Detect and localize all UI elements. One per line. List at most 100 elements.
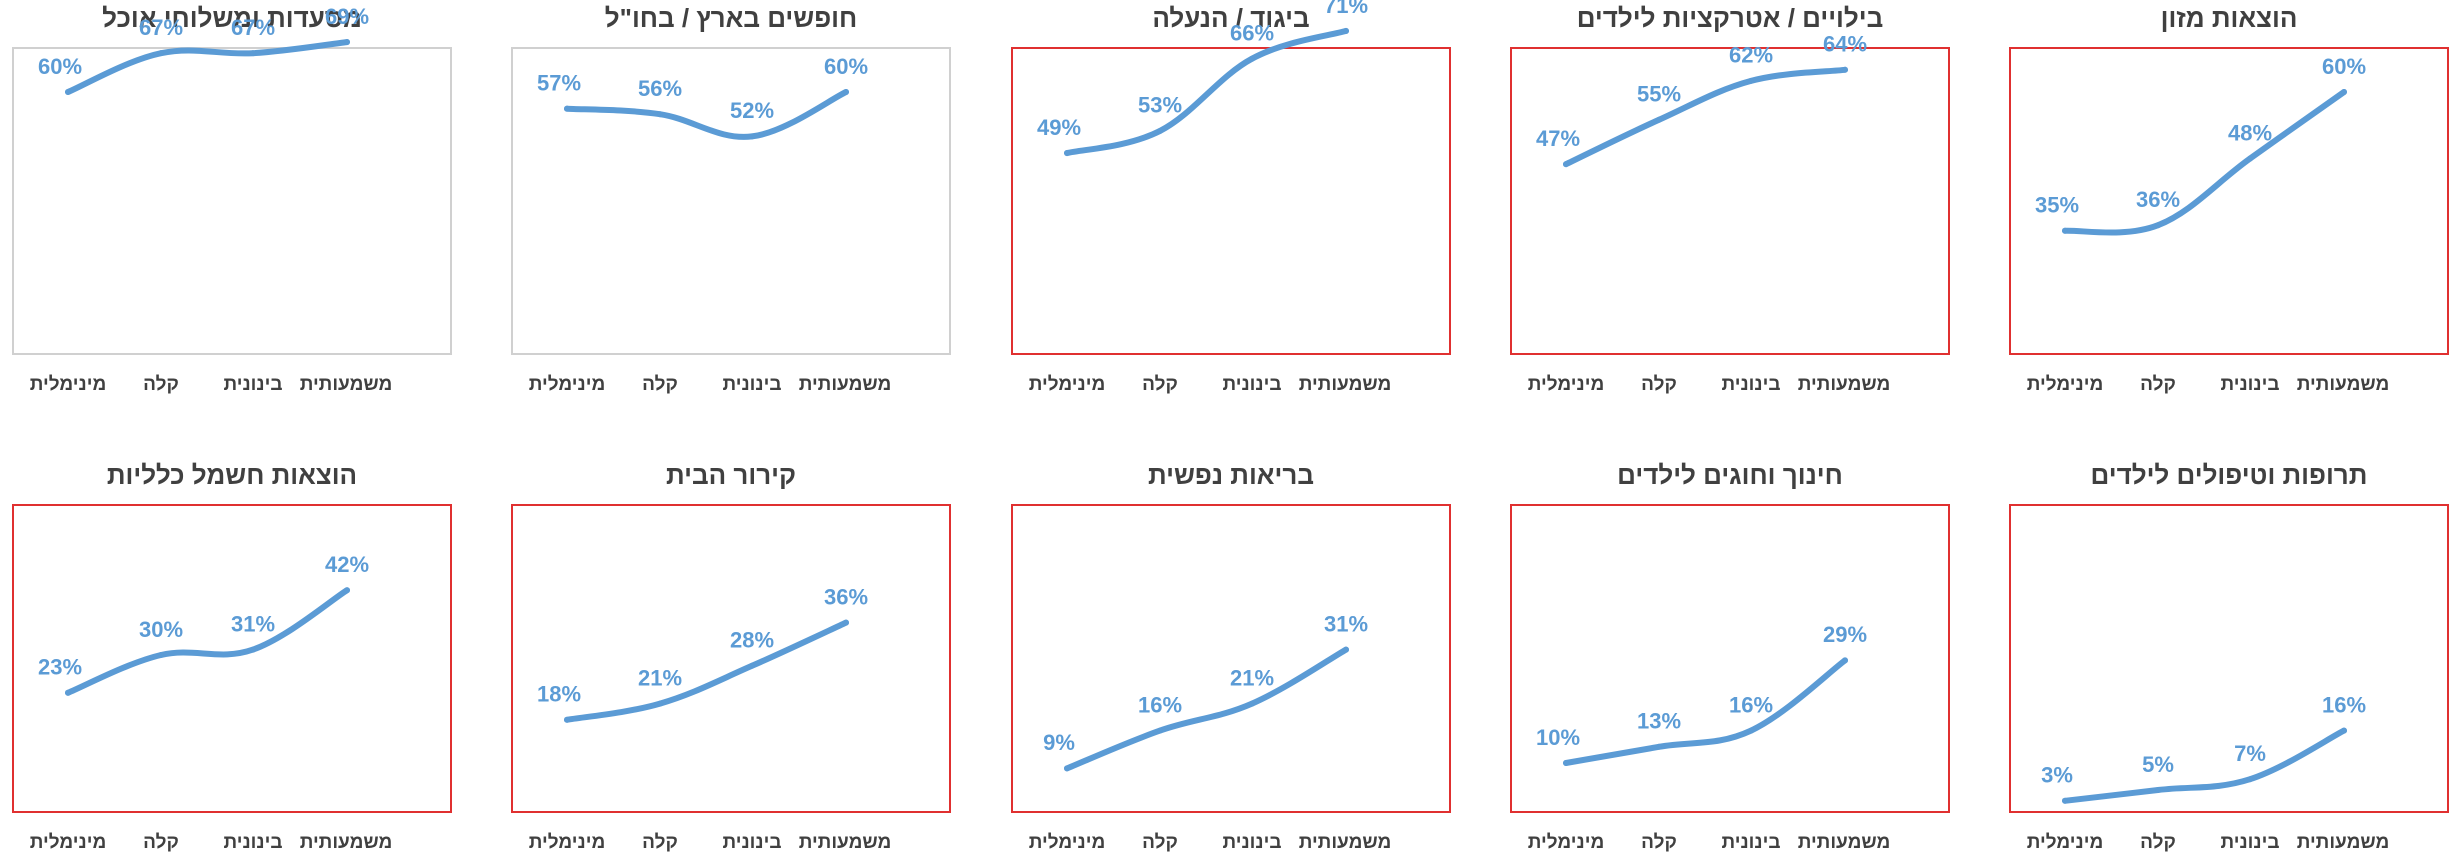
- data-point: [1064, 150, 1070, 157]
- data-label: 21%: [638, 665, 682, 690]
- x-tick-label: משמעותית: [2297, 832, 2390, 853]
- data-point: [843, 619, 849, 626]
- data-label: 30%: [139, 617, 183, 642]
- data-label: 10%: [1536, 725, 1580, 750]
- data-label: 53%: [1138, 93, 1182, 118]
- chart-panel: הוצאות חשמל כלליות 23% 30% 31% 42% מינימלית קל…: [12, 460, 452, 853]
- chart-title: מסעדות ומשלוחי אוכל: [102, 3, 362, 33]
- data-point: [1249, 55, 1255, 62]
- chart-title: קירור הבית: [666, 460, 796, 490]
- x-tick-label: בינונית: [1721, 374, 1780, 395]
- chart-title: חופשים בארץ / בחו"ל: [605, 3, 857, 33]
- panel-frame: [12, 47, 452, 355]
- data-label: 52%: [730, 98, 774, 123]
- data-point: [1563, 760, 1569, 766]
- series-line: [564, 89, 849, 140]
- x-tick-label: משמעותית: [2297, 374, 2390, 395]
- data-point: [250, 50, 256, 57]
- highlighted-panel-frame: [1011, 47, 1451, 355]
- data-point: [2341, 89, 2347, 95]
- data-point: [1748, 77, 1754, 84]
- data-label: 55%: [1637, 82, 1681, 107]
- data-label: 16%: [1138, 692, 1182, 717]
- data-label: 71%: [1324, 0, 1368, 18]
- data-point: [1842, 657, 1848, 664]
- chart-panel: בריאות נפשית 9% 16% 21% 31% מינימלית קלה בינוני…: [1011, 460, 1451, 853]
- data-label: 62%: [1729, 43, 1773, 68]
- x-tick-label: מינימלית: [1029, 832, 1106, 853]
- series-line: [1064, 646, 1349, 772]
- data-label: 56%: [638, 76, 682, 101]
- data-label: 23%: [38, 655, 82, 680]
- data-label: 29%: [1823, 622, 1867, 647]
- data-point: [1343, 27, 1349, 34]
- chart-panel: הוצאות מזון 35% 36% 48% 60% מינימלית קלה בינוני…: [2009, 3, 2449, 395]
- x-tick-label: קלה: [143, 374, 179, 395]
- x-tick-label: מינימלית: [2027, 832, 2104, 853]
- data-label: 48%: [2228, 120, 2272, 145]
- data-label: 60%: [38, 54, 82, 79]
- data-point: [1656, 116, 1662, 123]
- x-tick-label: מינימלית: [2027, 374, 2104, 395]
- x-tick-label: קלה: [143, 832, 179, 853]
- data-point: [158, 652, 164, 658]
- x-tick-label: משמעותית: [1798, 832, 1891, 853]
- data-label: 35%: [2035, 193, 2079, 218]
- data-label: 66%: [1230, 21, 1274, 46]
- series-line: [1563, 66, 1848, 168]
- data-point: [657, 111, 663, 118]
- highlighted-panel-frame: [511, 504, 951, 813]
- data-label: 9%: [1043, 730, 1075, 755]
- series-line: [1064, 27, 1349, 157]
- data-label: 16%: [2322, 692, 2366, 717]
- data-point: [843, 89, 849, 95]
- data-label: 60%: [2322, 54, 2366, 79]
- chart-panel: ביגוד / הנעלה 49% 53% 66% 71% מינימלית קלה בינו…: [1011, 0, 1451, 395]
- data-label: 47%: [1536, 126, 1580, 151]
- x-tick-label: קלה: [642, 374, 678, 395]
- data-point: [749, 662, 755, 669]
- series-line: [65, 587, 350, 696]
- data-point: [1748, 727, 1754, 734]
- highlighted-panel-frame: [2009, 504, 2449, 813]
- data-label: 28%: [730, 628, 774, 653]
- series-line: [2062, 727, 2347, 804]
- x-tick-label: מינימלית: [1029, 374, 1106, 395]
- data-label: 67%: [139, 15, 183, 40]
- data-point: [2247, 155, 2253, 162]
- x-tick-label: בינונית: [722, 374, 781, 395]
- data-label: 49%: [1037, 115, 1081, 140]
- x-tick-label: משמעותית: [300, 374, 393, 395]
- x-tick-label: בינונית: [223, 832, 282, 853]
- x-tick-label: משמעותית: [1299, 832, 1392, 853]
- x-tick-label: מינימלית: [1528, 374, 1605, 395]
- x-tick-label: משמעותית: [1299, 374, 1392, 395]
- x-tick-label: קלה: [2140, 832, 2176, 853]
- data-label: 36%: [2136, 187, 2180, 212]
- data-point: [2062, 227, 2068, 234]
- chart-title: תרופות וטיפולים לילדים: [2091, 460, 2368, 490]
- x-tick-label: קלה: [2140, 374, 2176, 395]
- x-tick-label: מינימלית: [529, 832, 606, 853]
- chart-title: בילויים / אטרקציות לילדים: [1577, 3, 1884, 33]
- data-point: [564, 716, 570, 723]
- data-point: [2341, 727, 2347, 734]
- data-label: 18%: [537, 682, 581, 707]
- x-tick-label: קלה: [1641, 832, 1677, 853]
- x-tick-label: קלה: [1142, 832, 1178, 853]
- data-label: 64%: [1823, 32, 1867, 57]
- chart-title: חינוך וחוגים לילדים: [1617, 460, 1843, 490]
- x-tick-label: מינימלית: [30, 832, 107, 853]
- data-point: [657, 700, 663, 707]
- chart-panel: בילויים / אטרקציות לילדים 47% 55% 62% 64% מינ…: [1510, 3, 1950, 395]
- series-line: [564, 619, 849, 723]
- data-label: 31%: [231, 611, 275, 636]
- data-point: [1656, 743, 1662, 750]
- x-tick-label: בינונית: [2220, 832, 2279, 853]
- data-label: 69%: [325, 4, 369, 29]
- x-tick-label: משמעותית: [300, 832, 393, 853]
- data-label: 3%: [2041, 763, 2073, 788]
- data-point: [1157, 127, 1163, 134]
